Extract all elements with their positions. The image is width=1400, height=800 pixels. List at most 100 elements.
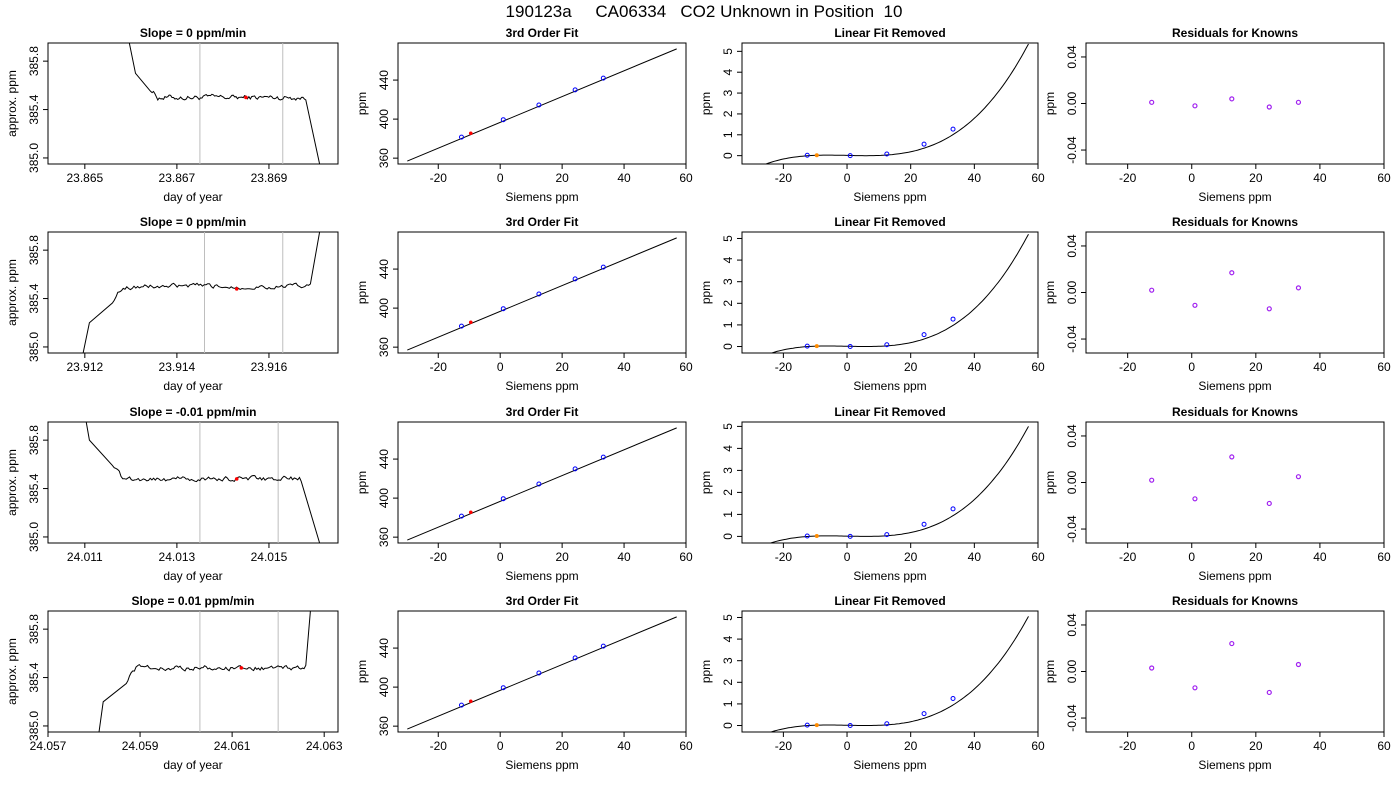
residual-point	[1229, 640, 1235, 647]
panel-title: 3rd Order Fit	[506, 405, 579, 419]
plot-data	[128, 43, 321, 164]
y-tick-label: 2	[721, 110, 735, 117]
y-tick-label: 440	[377, 638, 391, 658]
y-tick-label: 4	[721, 445, 735, 452]
known-standard-point	[572, 87, 578, 93]
y-axis-label: ppm	[1043, 471, 1057, 494]
x-tick-label: 60	[679, 360, 693, 374]
x-tick-label: -20	[775, 171, 793, 185]
x-tick-label: 23.914	[159, 360, 196, 374]
x-tick-label: -20	[1119, 171, 1137, 185]
x-axis-label: Siemens ppm	[1198, 379, 1271, 393]
y-tick-label: 0	[721, 343, 735, 350]
plot-frame	[47, 421, 339, 544]
plot-frame	[741, 42, 1039, 165]
y-axis-label: ppm	[1043, 92, 1057, 115]
plot-data	[1149, 454, 1302, 507]
y-axis-label: ppm	[699, 660, 713, 683]
x-axis-label: day of year	[163, 569, 222, 583]
known-standard-point	[600, 75, 606, 81]
known-standard-point	[921, 711, 927, 717]
residual-point	[1295, 99, 1302, 105]
y-tick-label: 385.8	[27, 425, 41, 455]
panel-title: Linear Fit Removed	[834, 405, 945, 419]
y-axis-label: approx. ppm	[5, 70, 19, 137]
unknown-point	[814, 533, 819, 538]
plot-data	[1149, 270, 1302, 312]
x-tick-label: 23.867	[159, 171, 196, 185]
y-tick-label: 400	[377, 488, 391, 508]
plot-data	[769, 616, 1029, 732]
plot-data	[764, 43, 1029, 164]
y-axis-label: approx. ppm	[5, 449, 19, 516]
panel-r4-c3: Linear Fit Removed -20 0 20 40 60 0 1 2 3 4 5 Siemen…	[699, 594, 1045, 772]
x-tick-label: 60	[1377, 550, 1391, 564]
x-tick-label: 20	[904, 360, 918, 374]
plot-frame	[47, 231, 339, 354]
x-tick-label: 40	[617, 550, 631, 564]
known-standard-point	[500, 496, 506, 502]
y-tick-label: 1	[721, 700, 735, 707]
panel-r3-c4: Residuals for Knowns -20 0 20 40 60 -0.04 0.00 0…	[1043, 405, 1391, 583]
plot-frame	[397, 42, 687, 165]
known-standard-point	[847, 153, 853, 159]
x-tick-label: -20	[430, 739, 448, 753]
known-standard-point	[600, 454, 606, 460]
y-tick-label: 385.0	[27, 332, 41, 362]
residual-point	[1149, 287, 1155, 293]
fit-line	[407, 237, 677, 351]
x-axis-label: Siemens ppm	[1198, 190, 1271, 204]
x-axis-label: Siemens ppm	[505, 758, 578, 772]
y-tick-label: 360	[377, 148, 391, 168]
nonlinear-curve	[769, 426, 1029, 543]
y-axis-label: ppm	[355, 660, 369, 683]
y-tick-label: 0.00	[1065, 470, 1079, 494]
y-tick-label: 385.4	[27, 94, 41, 124]
x-tick-label: 24.063	[306, 739, 343, 753]
known-standard-point	[921, 332, 927, 338]
y-tick-label: 400	[377, 677, 391, 697]
y-axis-label: ppm	[699, 471, 713, 494]
plot-data	[407, 237, 677, 351]
plot-frame	[47, 610, 339, 733]
panel-r2-c3: Linear Fit Removed -20 0 20 40 60 0 1 2 3 4 5 Siemen…	[699, 215, 1045, 393]
x-tick-label: 0	[497, 360, 504, 374]
y-axis-label: approx. ppm	[5, 638, 19, 705]
x-tick-label: 24.057	[30, 739, 67, 753]
nonlinear-curve	[764, 43, 1029, 164]
plot-frame	[1085, 231, 1385, 354]
x-tick-label: 40	[617, 739, 631, 753]
panel-r2-c1: Slope = 0 ppm/min 23.912 23.914 23.916 385.0…	[5, 215, 339, 393]
figure-title: 190123a CA06334 CO2 Unknown in Position …	[506, 2, 903, 21]
unknown-mean-point	[244, 95, 248, 100]
known-standard-point	[950, 696, 956, 702]
x-axis-label: day of year	[163, 758, 222, 772]
panel-r2-c2: 3rd Order Fit -20 0 20 40 60 360 400 440 Siemens …	[355, 215, 693, 393]
known-standard-point	[950, 316, 956, 322]
residual-point	[1229, 454, 1235, 460]
residual-point	[1229, 270, 1235, 276]
y-tick-label: 440	[377, 70, 391, 90]
fit-line	[407, 616, 677, 730]
known-standard-point	[884, 342, 890, 348]
residual-point	[1295, 474, 1302, 480]
panel-title: Residuals for Knowns	[1172, 594, 1298, 608]
y-tick-label: 0.04	[1065, 613, 1079, 637]
known-standard-point	[458, 513, 464, 519]
plot-frame	[1085, 42, 1385, 165]
x-tick-label: 60	[1377, 360, 1391, 374]
y-tick-label: 0.00	[1065, 91, 1079, 115]
x-tick-label: 23.912	[66, 360, 103, 374]
panel-r1-c2: 3rd Order Fit -20 0 20 40 60 360 400 440 Siemens …	[355, 26, 693, 204]
y-tick-label: -0.04	[1065, 515, 1079, 543]
plot-frame	[741, 610, 1039, 733]
y-tick-label: 2	[721, 489, 735, 496]
known-standard-point	[950, 506, 956, 512]
x-tick-label: 20	[555, 550, 569, 564]
x-tick-label: 0	[497, 739, 504, 753]
x-tick-label: 0	[1188, 171, 1195, 185]
plot-frame	[1085, 421, 1385, 544]
y-tick-label: -0.04	[1065, 325, 1079, 353]
panel-r3-c2: 3rd Order Fit -20 0 20 40 60 360 400 440 Siemens …	[355, 405, 693, 583]
unknown-point	[814, 723, 819, 728]
